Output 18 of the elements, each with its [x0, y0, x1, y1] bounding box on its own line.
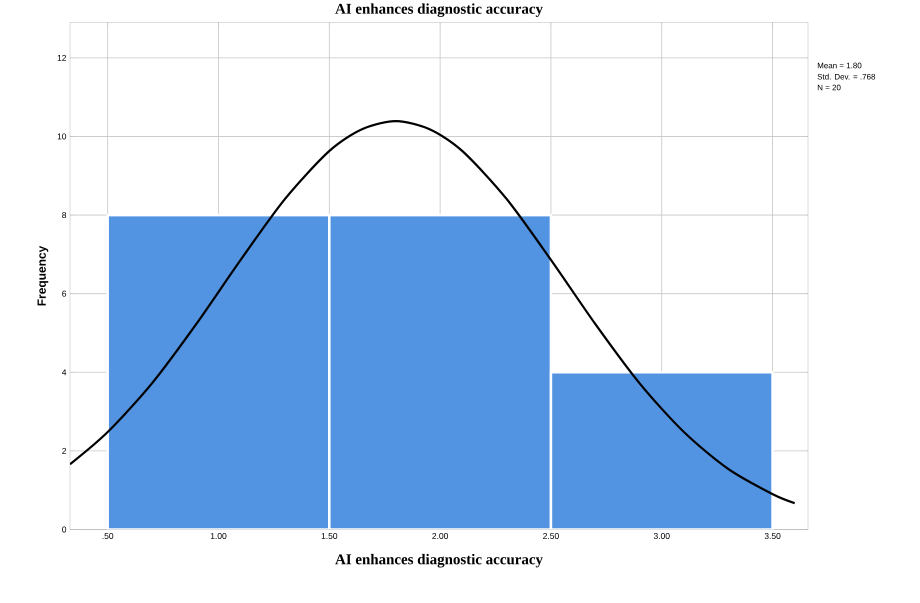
- y-tick-label: 10: [58, 133, 66, 140]
- y-tick-label: 0: [62, 526, 66, 532]
- y-tick-label: 4: [62, 369, 66, 375]
- y-tick-label: 12: [58, 54, 66, 61]
- chart-title: AI enhances diagnostic accuracy: [335, 3, 543, 17]
- x-tick-label: 2.50: [543, 532, 559, 539]
- x-tick-label: .50: [102, 532, 114, 539]
- x-axis-title: AI enhances diagnostic accuracy: [335, 554, 543, 568]
- y-tick-label: 8: [62, 212, 66, 218]
- x-tick-label: 3.50: [764, 532, 780, 539]
- x-tick-label: 1.00: [210, 532, 226, 539]
- x-tick-label: 2.00: [432, 532, 448, 539]
- y-tick-label: 2: [62, 448, 66, 454]
- x-tick-label: 1.50: [322, 532, 338, 539]
- line-series: [70, 120, 796, 504]
- y-tick-label: 6: [62, 290, 66, 296]
- x-tick-label: 3.00: [654, 532, 670, 539]
- y-axis-title: Frequency: [38, 246, 48, 306]
